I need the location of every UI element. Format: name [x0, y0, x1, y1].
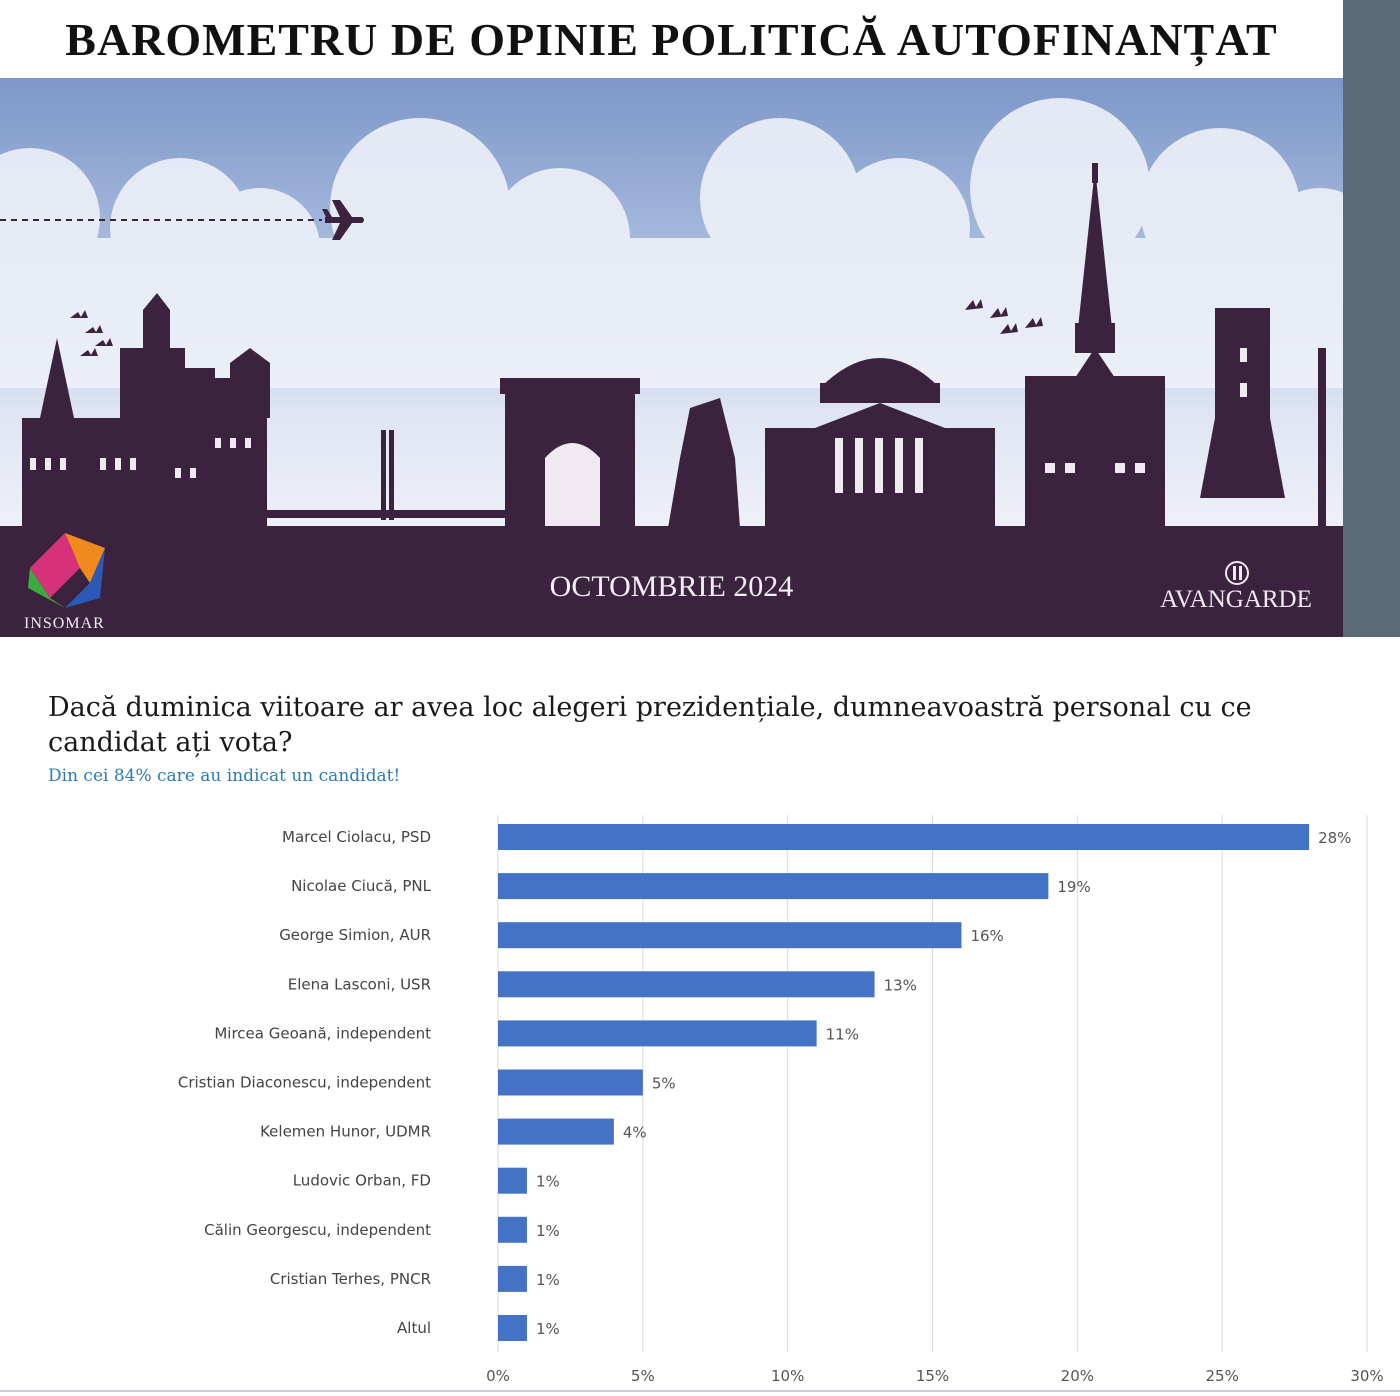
value-label: 1% — [536, 1271, 560, 1289]
category-label: Cristian Terhes, PNCR — [270, 1270, 431, 1288]
category-label: George Simion, AUR — [279, 926, 431, 944]
value-label: 1% — [536, 1173, 560, 1191]
x-tick-label: 10% — [771, 1367, 804, 1385]
banner-illustration: OCTOMBRIE 2024 INSOMAR AVANGARDE — [0, 78, 1343, 637]
bar — [498, 1167, 527, 1194]
category-label: Kelemen Hunor, UDMR — [260, 1123, 431, 1141]
value-label: 5% — [652, 1075, 676, 1093]
value-label: 1% — [536, 1320, 560, 1338]
side-bar — [1343, 0, 1400, 637]
x-tick-label: 0% — [486, 1367, 510, 1385]
header-title: BAROMETRU DE OPINIE POLITICĂ AUTOFINANȚA… — [65, 13, 1278, 65]
bar — [498, 1118, 614, 1145]
x-tick-label: 25% — [1205, 1367, 1238, 1385]
bars — [498, 824, 1310, 1341]
skyline-illustration — [0, 98, 1343, 637]
value-label: 16% — [970, 927, 1003, 945]
birds — [70, 299, 1043, 356]
labels: 0% 5% 10% 15% 20% 25% 30% Marcel Ciolacu, PSD 28… — [178, 828, 1384, 1385]
airplane-icon — [322, 200, 364, 240]
bar — [498, 922, 962, 949]
category-label: Altul — [397, 1319, 431, 1337]
bar — [498, 1265, 527, 1292]
clouds — [0, 98, 1343, 388]
windows — [30, 348, 1247, 526]
category-label: Elena Lasconi, USR — [288, 975, 431, 993]
bar — [498, 1069, 643, 1096]
insomar-logo: INSOMAR — [24, 615, 105, 632]
chart-title: Dacă duminica viitoare ar avea loc alege… — [48, 692, 1252, 758]
x-tick-label: 5% — [631, 1367, 655, 1385]
x-tick-label: 30% — [1350, 1367, 1383, 1385]
category-label: Ludovic Orban, FD — [293, 1172, 431, 1190]
category-label: Nicolae Ciucă, PNL — [291, 877, 432, 895]
insomar-logo-icon — [28, 533, 105, 608]
bar — [498, 971, 875, 998]
category-label: Cristian Diaconescu, independent — [178, 1074, 431, 1092]
bottom-rule — [0, 1390, 1400, 1392]
avangarde-logo: AVANGARDE — [1160, 586, 1312, 613]
category-label: Marcel Ciolacu, PSD — [282, 828, 431, 846]
value-label: 11% — [826, 1025, 859, 1043]
value-label: 1% — [536, 1222, 560, 1240]
city-skyline — [0, 163, 1343, 637]
x-tick-label: 20% — [1061, 1367, 1094, 1385]
avangarde-logo-icon — [1225, 561, 1249, 585]
bar — [498, 1315, 527, 1341]
header: BAROMETRU DE OPINIE POLITICĂ AUTOFINANȚA… — [0, 0, 1343, 78]
value-label: 4% — [623, 1124, 647, 1142]
banner-date: OCTOMBRIE 2024 — [549, 570, 794, 603]
bar — [498, 824, 1310, 850]
chart-subtitle: Din cei 84% care au indicat un candidat! — [48, 766, 401, 786]
bar — [498, 873, 1049, 900]
x-tick-label: 15% — [916, 1367, 949, 1385]
value-label: 13% — [884, 976, 917, 994]
bar — [498, 1020, 817, 1047]
category-label: Călin Georgescu, independent — [204, 1221, 431, 1239]
bar — [498, 1216, 527, 1243]
category-label: Mircea Geoană, independent — [214, 1024, 431, 1042]
value-label: 19% — [1057, 878, 1090, 896]
value-label: 28% — [1318, 829, 1351, 847]
